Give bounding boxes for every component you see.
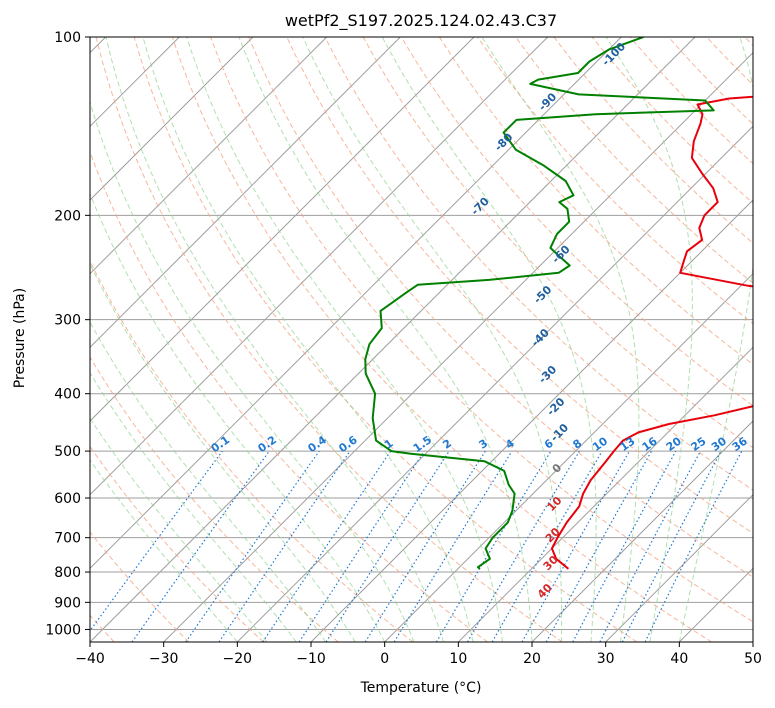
axes: −40 −30 −20 −10 0 10 20 30 40 50 100 200 300 400 500 60… (45, 30, 762, 667)
y-tick-label: 1000 (45, 622, 81, 638)
plot-frame (89, 36, 754, 643)
temperature-profile-line (550, 95, 753, 570)
moist-adiabat-line (90, 192, 386, 642)
dry-adiabat-line (324, 37, 753, 491)
isotherm-line (90, 37, 549, 496)
moist-adiabat-line (186, 37, 503, 642)
x-tick-label: 10 (449, 651, 467, 667)
y-axis-label: Pressure (hPa) (12, 288, 28, 388)
mixing-ratio-line (644, 450, 743, 642)
mixing-ratio-line (90, 450, 223, 632)
moist-adiabat-line (105, 37, 445, 642)
x-tick-label: 50 (744, 651, 762, 667)
isotherm-line (605, 493, 753, 642)
dry-adiabat-line (210, 37, 753, 623)
y-tick-label: 200 (54, 208, 81, 224)
mixing-ratio-line (572, 450, 677, 642)
isotherm-line (236, 125, 753, 642)
moist-adiabat-line (605, 37, 693, 642)
mixing-ratio-line (131, 450, 270, 642)
dry-adiabat-line (133, 37, 638, 642)
y-tick-label: 800 (54, 565, 81, 581)
chart-title: wetPf2_S197.2025.124.02.43.C37 (285, 11, 557, 31)
moist-adiabat-line (90, 262, 356, 642)
moist-adiabat-line (90, 321, 327, 642)
y-tick-label: 300 (54, 313, 81, 329)
moist-adiabat-line (90, 371, 297, 642)
y-tick-label: 600 (54, 491, 81, 507)
dry-adiabat-line (400, 37, 753, 407)
isotherm-line (384, 272, 753, 642)
moist-adiabat-line (238, 37, 533, 642)
mixing-ratio-line (262, 450, 392, 642)
moist-adiabat-line (381, 37, 597, 642)
dewpoint-profile-line (364, 37, 715, 570)
x-tick-label: 20 (523, 651, 541, 667)
dry-adiabat-line (90, 531, 190, 642)
x-tick-label: −40 (75, 651, 105, 667)
dry-adiabat-line (248, 37, 753, 578)
isotherm-line (531, 420, 753, 642)
dry-adiabat-line (90, 259, 414, 642)
moist-adiabat-line (481, 37, 640, 642)
dry-adiabat-line (95, 37, 563, 642)
x-tick-label: −10 (296, 651, 326, 667)
dry-adiabat-line (438, 37, 753, 366)
isotherm-line (90, 37, 328, 275)
isotherm-line (163, 51, 753, 642)
dry-adiabat-line (90, 445, 264, 642)
mixing-ratio-line (185, 450, 320, 642)
isotherm-line (90, 37, 401, 349)
mixing-ratio-line (393, 450, 513, 642)
moist-adiabat-line (90, 459, 238, 642)
mixing-ratio-line (521, 450, 631, 642)
mixing-ratio-line (298, 450, 425, 642)
x-tick-label: −20 (223, 651, 253, 667)
moist-adiabat-line (142, 37, 474, 642)
dry-adiabat-line (90, 150, 488, 642)
isotherm-line (457, 346, 753, 642)
x-axis-label: Temperature (°C) (360, 680, 482, 696)
y-tick-label: 400 (54, 387, 81, 403)
isotherm-line (90, 37, 696, 642)
x-tick-label: 30 (597, 651, 615, 667)
mixing-ratio-line (325, 450, 450, 642)
y-tick-label: 500 (54, 444, 81, 460)
dry-adiabat-line (171, 37, 712, 642)
isotherm-line (90, 37, 622, 570)
plot-area (90, 37, 753, 642)
y-tick-label: 700 (54, 531, 81, 547)
y-tick-label: 100 (54, 30, 81, 46)
isotherm-line (90, 37, 475, 422)
moist-adiabat-line (678, 37, 753, 642)
isotherm-line (90, 37, 254, 201)
mixing-ratio-line (545, 450, 653, 642)
moist-adiabat-line (90, 417, 268, 642)
x-tick-label: −30 (149, 651, 179, 667)
y-tick-label: 900 (54, 595, 81, 611)
x-tick-label: 40 (670, 651, 688, 667)
x-tick-label: 0 (380, 651, 389, 667)
dry-adiabat-line (90, 356, 339, 642)
mixing-ratio-line (218, 450, 351, 642)
